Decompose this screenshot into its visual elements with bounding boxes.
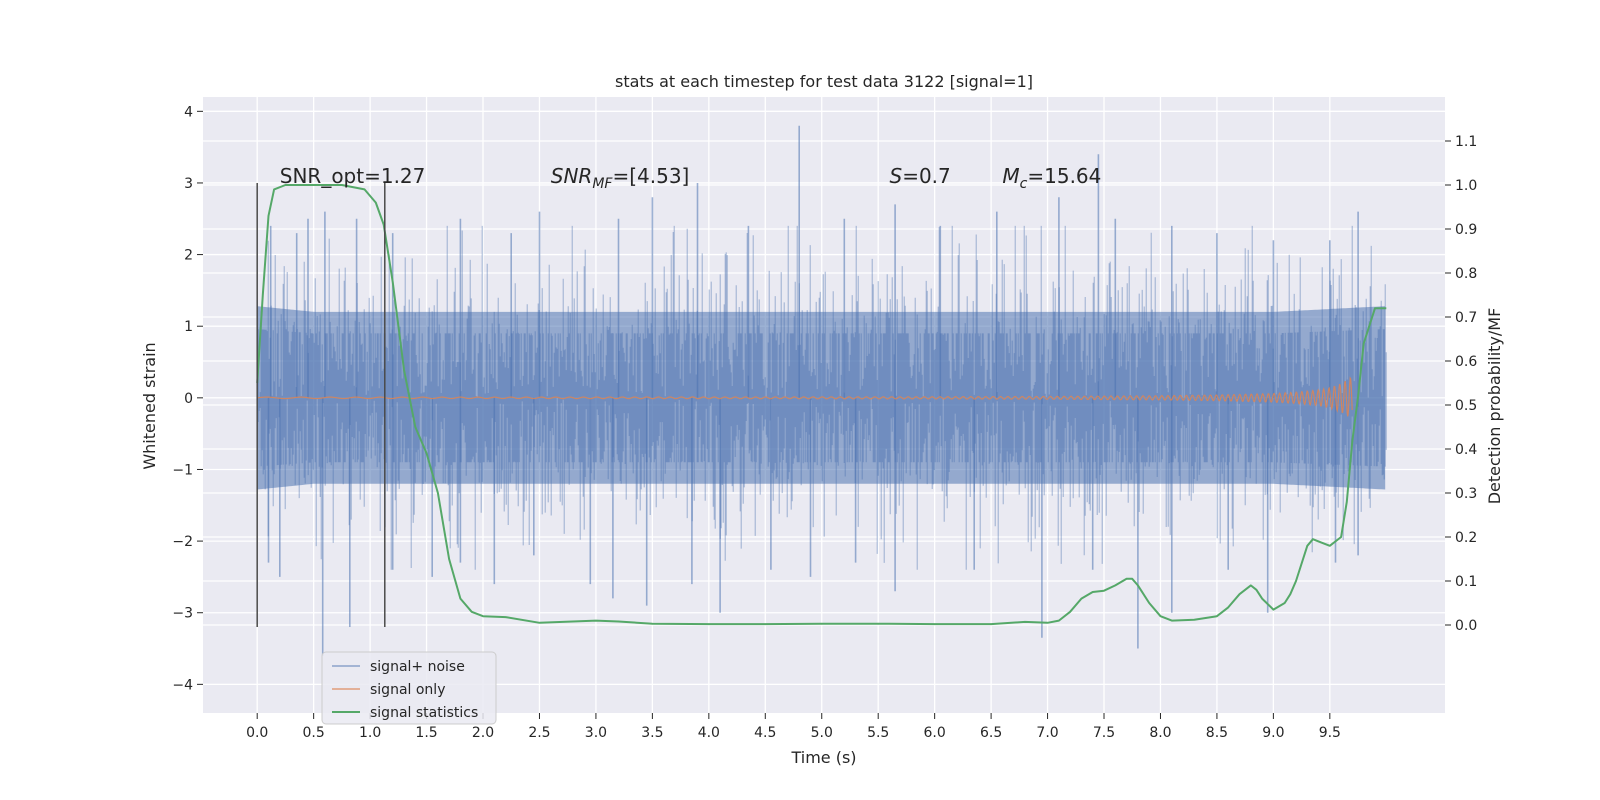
x-axis-label: Time (s)	[790, 748, 856, 767]
axes-layer: 0.0 0.5 1.0 1.5 2.0 2.5 3.0 3.5 4.0 4.5 5.0 5.5 6.0 6…	[172, 104, 1477, 741]
y2-tick-label: 0.9	[1455, 222, 1477, 238]
signal-only-line	[257, 376, 1353, 417]
series-layer	[256, 125, 1387, 656]
vline-layer	[256, 182, 386, 628]
signal-statistics-line	[256, 184, 1387, 626]
annotation: SNR_opt=1.27	[280, 164, 426, 188]
y2-tick-label: 0.2	[1455, 530, 1477, 546]
legend-box	[321, 651, 497, 725]
x-tick-label: 5.5	[867, 725, 889, 741]
x-tick-label: 7.5	[1093, 725, 1115, 741]
y-tick-label: −4	[172, 677, 193, 693]
x-tick-label: 2.5	[528, 725, 550, 741]
annotation-subscript: c	[1020, 176, 1028, 192]
x-tick-label: 4.0	[698, 725, 720, 741]
x-tick-label: 6.5	[980, 725, 1002, 741]
x-tick-label: 4.5	[754, 725, 776, 741]
y2-tick-label: 1.0	[1455, 178, 1477, 194]
y-tick-label: −3	[172, 606, 193, 622]
y2-tick-label: 0.8	[1455, 266, 1477, 282]
annotation-math: SNR	[551, 164, 593, 188]
y-tick-label: 3	[184, 176, 193, 192]
legend-label: signal statistics	[370, 705, 478, 721]
annotation-math: S	[889, 164, 902, 188]
legend-label: signal only	[370, 682, 445, 698]
y2-tick-label: 0.6	[1455, 354, 1477, 370]
y2-tick-label: 0.3	[1455, 486, 1477, 502]
x-tick-label: 9.0	[1262, 725, 1284, 741]
x-tick-label: 1.0	[359, 725, 381, 741]
annotation-math: M	[1002, 164, 1019, 188]
x-tick-label: 5.0	[811, 725, 833, 741]
x-tick-label: 8.5	[1206, 725, 1228, 741]
y2-tick-label: 1.1	[1455, 134, 1477, 150]
x-tick-label: 6.0	[924, 725, 946, 741]
y-tick-label: 0	[184, 391, 193, 407]
y-tick-label: 2	[184, 248, 193, 264]
legend: signal+ noise signal only signal statistic…	[321, 651, 497, 725]
chart-title: stats at each timestep for test data 312…	[615, 72, 1033, 91]
y2-tick-label: 0.0	[1455, 618, 1477, 634]
annotation-value: =[4.53]	[612, 164, 689, 188]
y2-tick-label: 0.1	[1455, 574, 1477, 590]
annotation-value: =15.64	[1027, 164, 1101, 188]
annotation: S=0.7	[889, 164, 950, 188]
x-tick-label: 7.0	[1036, 725, 1058, 741]
annotation-layer: SNR_opt=1.27 SNRMF=[4.53] S=0.7 Mc=15.64	[280, 164, 1102, 192]
y2-tick-label: 0.7	[1455, 310, 1477, 326]
series-signal-statistics	[256, 184, 1387, 626]
x-tick-label: 0.0	[246, 725, 268, 741]
y-tick-label: 4	[184, 104, 193, 120]
y2-tick-label: 0.4	[1455, 442, 1477, 458]
annotation: Mc=15.64	[1002, 164, 1101, 192]
legend-label: signal+ noise	[370, 659, 465, 675]
x-tick-label: 3.0	[585, 725, 607, 741]
series-signal-only	[257, 376, 1353, 417]
x-tick-label: 3.5	[641, 725, 663, 741]
y2-axis-label: Detection probability/MF	[1485, 308, 1504, 505]
y-axis-label: Whitened strain	[140, 342, 159, 469]
annotation-value: =0.7	[902, 164, 951, 188]
y2-tick-label: 0.5	[1455, 398, 1477, 414]
x-tick-label: 1.5	[415, 725, 437, 741]
annotation-subscript: MF	[592, 176, 613, 192]
x-tick-label: 8.0	[1149, 725, 1171, 741]
annotation: SNRMF=[4.53]	[551, 164, 690, 192]
x-tick-label: 9.5	[1319, 725, 1341, 741]
x-tick-label: 2.0	[472, 725, 494, 741]
series-signal-noise	[256, 125, 1387, 656]
x-tick-label: 0.5	[303, 725, 325, 741]
y-tick-label: −1	[172, 462, 193, 478]
signal-noise-spikes	[267, 125, 1359, 656]
y-tick-label: 1	[184, 319, 193, 335]
y-tick-label: −2	[172, 534, 193, 550]
